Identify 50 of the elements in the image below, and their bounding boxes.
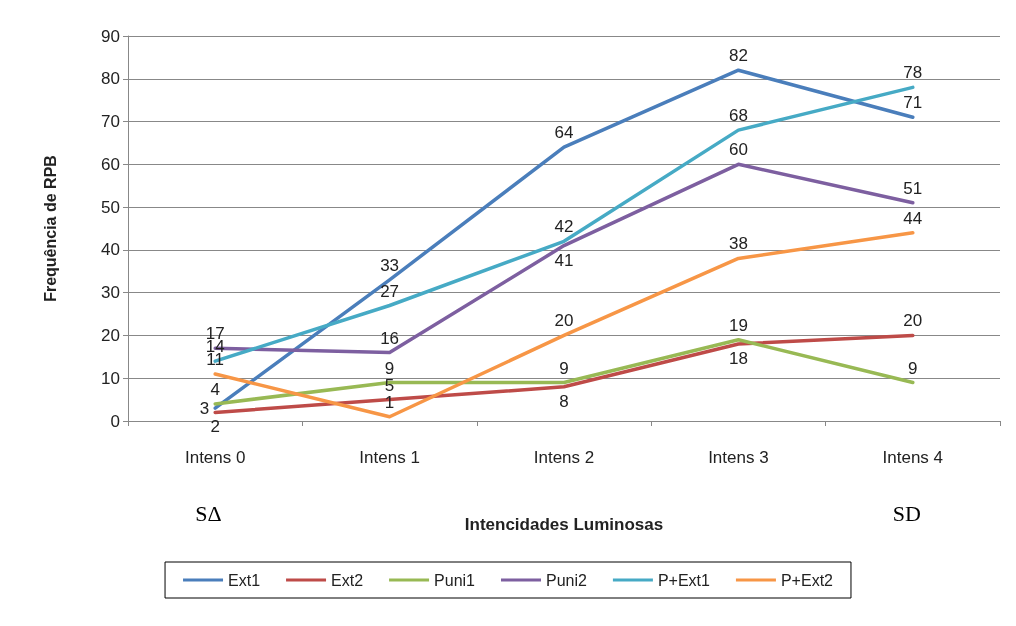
data-label: 64 xyxy=(554,123,574,143)
data-label: 51 xyxy=(903,178,923,198)
legend-label: Puni1 xyxy=(434,571,476,589)
y-tick-label: 40 xyxy=(101,240,120,260)
data-label: 18 xyxy=(728,349,748,368)
data-label: 44 xyxy=(903,208,923,228)
x-tick-label: Intens 0 xyxy=(184,448,246,467)
data-label: 19 xyxy=(728,315,748,335)
y-tick-label: 20 xyxy=(101,325,120,345)
legend-label: Ext1 xyxy=(228,571,261,589)
y-tick-label: 60 xyxy=(101,154,120,174)
legend-label: P+Ext1 xyxy=(657,571,711,589)
data-label: 9 xyxy=(559,358,569,378)
data-label: 16 xyxy=(380,328,400,348)
y-tick-label: 30 xyxy=(101,283,120,303)
data-label: 82 xyxy=(728,46,748,66)
data-label: 71 xyxy=(903,93,923,113)
x-tick-label: Intens 2 xyxy=(533,448,595,467)
y-tick-label: 10 xyxy=(101,368,120,388)
data-label: 41 xyxy=(554,250,574,270)
y-tick-label: 90 xyxy=(101,26,120,46)
y-tick-label: 80 xyxy=(101,69,120,89)
data-label: 2 xyxy=(210,417,220,437)
data-label: 9 xyxy=(384,358,395,378)
x-axis-title: Intencidades Luminosas xyxy=(464,515,664,534)
y-tick-label: 70 xyxy=(101,112,120,132)
text: SD xyxy=(892,500,921,526)
y-tick-label: 0 xyxy=(110,411,120,431)
x-tick-label: Intens 3 xyxy=(708,448,769,467)
data-label: 78 xyxy=(903,63,923,83)
data-label: 42 xyxy=(554,217,574,237)
y-tick-label: 50 xyxy=(101,197,120,217)
legend-label: P+Ext2 xyxy=(780,571,834,589)
legend-label: Puni2 xyxy=(545,571,588,589)
data-label: 8 xyxy=(559,391,569,411)
data-label: 20 xyxy=(903,311,923,331)
data-label: 27 xyxy=(380,281,400,301)
text: SΔ xyxy=(195,500,222,526)
data-label: 4 xyxy=(210,379,220,399)
x-tick-label: Intens 1 xyxy=(359,448,420,467)
data-label: 3 xyxy=(199,398,210,418)
data-label: 33 xyxy=(380,255,400,275)
data-label: 38 xyxy=(728,234,748,254)
y-axis-title: Frequência de RPB xyxy=(41,155,59,302)
data-label: 60 xyxy=(728,140,748,160)
data-label: 9 xyxy=(908,358,918,378)
data-label: 20 xyxy=(554,311,574,331)
data-label: 68 xyxy=(728,106,748,126)
legend-label: Ext2 xyxy=(331,571,364,589)
x-tick-label: Intens 4 xyxy=(882,448,944,467)
